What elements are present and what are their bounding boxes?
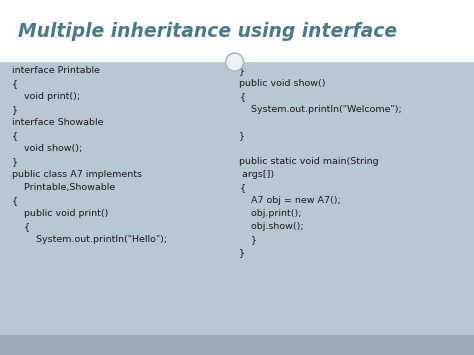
Text: {: { <box>239 183 246 192</box>
Bar <box>0 0 474 62</box>
Text: public void show(): public void show() <box>239 79 326 88</box>
Text: public class A7 implements: public class A7 implements <box>12 170 142 179</box>
Text: Multiple inheritance using interface: Multiple inheritance using interface <box>18 22 397 40</box>
Text: {: { <box>12 222 30 231</box>
Text: args[]): args[]) <box>239 170 274 179</box>
Text: obj.print();: obj.print(); <box>239 209 302 218</box>
Text: A7 obj = new A7();: A7 obj = new A7(); <box>239 196 341 205</box>
Text: void print();: void print(); <box>12 92 80 101</box>
Text: interface Printable: interface Printable <box>12 66 100 75</box>
Bar <box>0 335 474 355</box>
Text: }: } <box>12 157 18 166</box>
Text: }: } <box>239 131 246 140</box>
Text: }: } <box>12 105 18 114</box>
Text: }: } <box>239 235 257 244</box>
Text: public static void main(String: public static void main(String <box>239 157 379 166</box>
Text: }: } <box>239 248 246 257</box>
Text: {: { <box>12 196 18 205</box>
Text: {: { <box>12 131 18 140</box>
Text: }: } <box>239 66 246 75</box>
Text: void show();: void show(); <box>12 144 82 153</box>
Text: System.out.println("Welcome");: System.out.println("Welcome"); <box>239 105 402 114</box>
Circle shape <box>226 53 244 71</box>
Text: public void print(): public void print() <box>12 209 108 218</box>
Text: interface Showable: interface Showable <box>12 118 103 127</box>
Text: {: { <box>239 92 246 101</box>
Text: Printable,Showable: Printable,Showable <box>12 183 115 192</box>
Text: obj.show();: obj.show(); <box>239 222 304 231</box>
Text: System.out.println("Hello");: System.out.println("Hello"); <box>12 235 167 244</box>
Text: {: { <box>12 79 18 88</box>
